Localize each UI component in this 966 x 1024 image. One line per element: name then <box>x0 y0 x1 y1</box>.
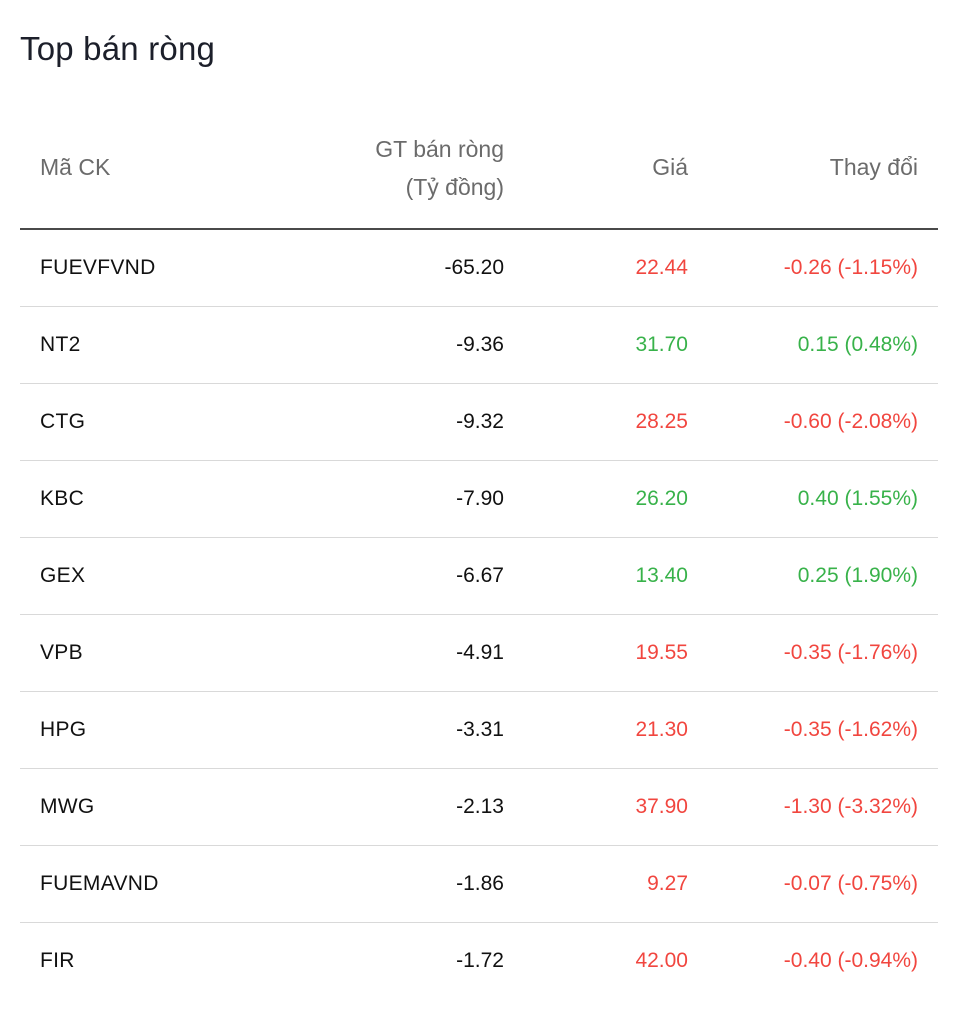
price-change: 0.25 (1.90%) <box>797 564 918 587</box>
price-change: -0.35 (-1.62%) <box>783 718 918 741</box>
price-change: -0.60 (-2.08%) <box>783 410 918 433</box>
net-sell-value: -4.91 <box>456 641 504 664</box>
stock-symbol[interactable]: FIR <box>40 949 75 972</box>
table-row[interactable]: KBC -7.90 26.20 0.40 (1.55%) <box>20 461 938 538</box>
net-sell-value: -1.72 <box>456 949 504 972</box>
table-row[interactable]: VPB -4.91 19.55 -0.35 (-1.76%) <box>20 615 938 692</box>
table-row[interactable]: GEX -6.67 13.40 0.25 (1.90%) <box>20 538 938 615</box>
price-change: 0.40 (1.55%) <box>797 487 918 510</box>
stock-symbol[interactable]: FUEVFVND <box>40 256 156 279</box>
header-change: Thay đổi <box>829 154 918 180</box>
net-sell-value: -6.67 <box>456 564 504 587</box>
price-change: -1.30 (-3.32%) <box>783 795 918 818</box>
table-row[interactable]: FUEVFVND -65.20 22.44 -0.26 (-1.15%) <box>20 230 938 307</box>
stock-price: 37.90 <box>635 795 688 818</box>
table-row[interactable]: FUEMAVND -1.86 9.27 -0.07 (-0.75%) <box>20 846 938 923</box>
header-net-sell-value: GT bán ròng (Tỷ đồng) <box>375 130 504 206</box>
stock-price: 22.44 <box>635 256 688 279</box>
stock-symbol[interactable]: HPG <box>40 718 87 741</box>
net-sell-value: -1.86 <box>456 872 504 895</box>
stock-price: 21.30 <box>635 718 688 741</box>
stock-price: 31.70 <box>635 333 688 356</box>
header-net-sell-unit: (Tỷ đồng) <box>405 174 504 200</box>
stock-symbol[interactable]: MWG <box>40 795 95 818</box>
stock-price: 42.00 <box>635 949 688 972</box>
stock-symbol[interactable]: NT2 <box>40 333 81 356</box>
price-change: -0.40 (-0.94%) <box>783 949 918 972</box>
stock-symbol[interactable]: FUEMAVND <box>40 872 159 895</box>
stock-price: 13.40 <box>635 564 688 587</box>
table-row[interactable]: HPG -3.31 21.30 -0.35 (-1.62%) <box>20 692 938 769</box>
table-body: FUEVFVND -65.20 22.44 -0.26 (-1.15%) NT2… <box>20 230 938 999</box>
stock-price: 28.25 <box>635 410 688 433</box>
price-change: 0.15 (0.48%) <box>797 333 918 356</box>
stock-price: 26.20 <box>635 487 688 510</box>
net-sell-value: -3.31 <box>456 718 504 741</box>
table-header: Mã CK GT bán ròng (Tỷ đồng) Giá Thay đổi <box>20 120 938 230</box>
table-row[interactable]: FIR -1.72 42.00 -0.40 (-0.94%) <box>20 923 938 999</box>
net-sell-value: -7.90 <box>456 487 504 510</box>
stock-symbol[interactable]: KBC <box>40 487 85 510</box>
table-row[interactable]: CTG -9.32 28.25 -0.60 (-2.08%) <box>20 384 938 461</box>
header-symbol: Mã CK <box>40 154 111 180</box>
stock-symbol[interactable]: CTG <box>40 410 86 433</box>
widget-title: Top bán ròng <box>20 30 216 67</box>
table-row[interactable]: NT2 -9.36 31.70 0.15 (0.48%) <box>20 307 938 384</box>
stock-symbol[interactable]: VPB <box>40 641 83 664</box>
net-sell-table: Mã CK GT bán ròng (Tỷ đồng) Giá Thay đổi… <box>20 120 938 999</box>
header-price: Giá <box>652 154 688 180</box>
price-change: -0.35 (-1.76%) <box>783 641 918 664</box>
stock-symbol[interactable]: GEX <box>40 564 86 587</box>
net-sell-value: -9.36 <box>456 333 504 356</box>
header-net-sell-label: GT bán ròng <box>375 136 504 162</box>
net-sell-value: -9.32 <box>456 410 504 433</box>
stock-price: 19.55 <box>635 641 688 664</box>
net-sell-value: -65.20 <box>444 256 504 279</box>
table-row[interactable]: MWG -2.13 37.90 -1.30 (-3.32%) <box>20 769 938 846</box>
price-change: -0.07 (-0.75%) <box>783 872 918 895</box>
net-sell-value: -2.13 <box>456 795 504 818</box>
price-change: -0.26 (-1.15%) <box>783 256 918 279</box>
stock-price: 9.27 <box>647 872 688 895</box>
